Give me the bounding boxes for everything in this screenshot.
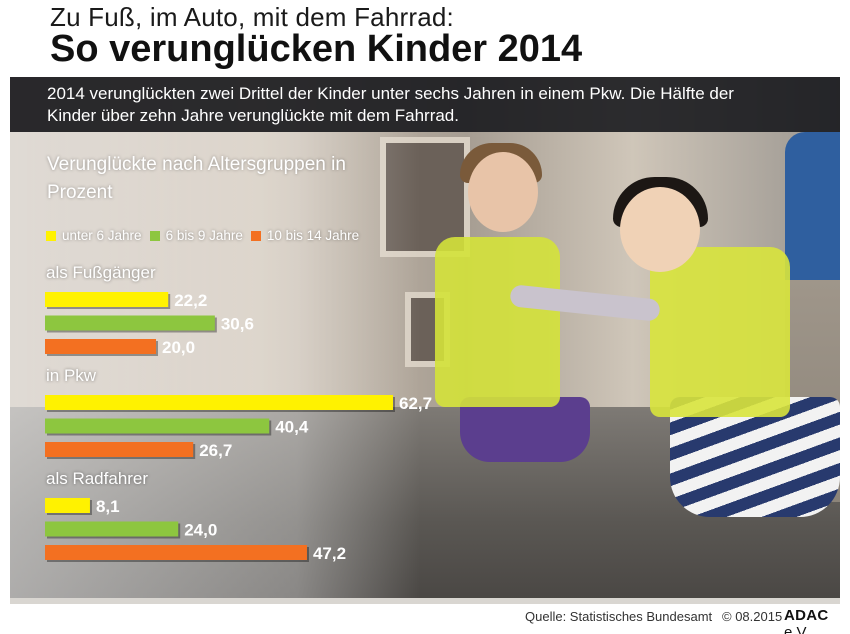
- bar-value-label: 26,7: [199, 441, 232, 460]
- footer-band: [10, 598, 840, 604]
- brand-logo: ADAC e.V.: [784, 607, 850, 634]
- child-left-skirt: [460, 397, 590, 462]
- bar: [45, 521, 179, 537]
- child-right-head: [620, 187, 700, 272]
- child-left-safety-vest: [435, 237, 560, 407]
- header-supertitle: Zu Fuß, im Auto, mit dem Fahrrad:: [50, 2, 454, 32]
- bar-value-label: 22,2: [174, 291, 207, 310]
- bar: [45, 498, 90, 513]
- legend-item: 6 bis 9 Jahre: [149, 228, 243, 243]
- bar: [45, 292, 169, 307]
- bar: [45, 418, 270, 434]
- legend-label: 10 bis 14 Jahre: [266, 228, 360, 243]
- child-right-dress: [670, 397, 840, 517]
- bar: [45, 395, 393, 410]
- category-label: in Pkw: [46, 366, 97, 385]
- legend-label: unter 6 Jahre: [62, 228, 142, 243]
- source-note: Quelle: Statistisches Bundesamt: [525, 609, 713, 624]
- legend-item: unter 6 Jahre: [46, 228, 142, 243]
- legend-swatch: [250, 230, 261, 241]
- child-left-head: [468, 152, 538, 232]
- intro-band: [10, 77, 840, 132]
- category-label: als Radfahrer: [46, 469, 149, 488]
- chart-legend: unter 6 Jahre 6 bis 9 Jahre 10 bis 14 Ja…: [46, 228, 367, 243]
- bar-value-label: 62,7: [399, 394, 432, 413]
- copyright-note: © 08.2015: [722, 609, 783, 624]
- legend-label: 6 bis 9 Jahre: [165, 228, 243, 243]
- bar-value-label: 8,1: [96, 497, 120, 516]
- child-right-safety-vest: [650, 247, 790, 417]
- legend-swatch: [149, 230, 160, 241]
- intro-text: 2014 verunglückten zwei Drittel der Kind…: [47, 84, 734, 125]
- bar-value-label: 20,0: [162, 338, 195, 357]
- bar: [45, 315, 215, 331]
- chart-title-text: Verunglückte nach Altersgruppen in Proze…: [47, 154, 346, 203]
- bar-value-label: 40,4: [275, 418, 309, 437]
- bar: [45, 442, 194, 457]
- bar-value-label: 30,6: [221, 315, 254, 334]
- brand-suffix: e.V.: [784, 624, 810, 634]
- brand-name: ADAC: [784, 607, 829, 624]
- legend-swatch: [46, 230, 56, 241]
- bar: [45, 339, 157, 354]
- bar-value-label: 24,0: [184, 521, 217, 540]
- legend-item: 10 bis 14 Jahre: [250, 228, 360, 243]
- bar: [45, 545, 307, 560]
- category-label: als Fußgänger: [46, 263, 156, 282]
- header-title: So verunglücken Kinder 2014: [50, 28, 583, 70]
- chart-title: Verunglückte nach Altersgruppen in Proze…: [47, 151, 407, 207]
- bar-value-label: 47,2: [313, 544, 346, 563]
